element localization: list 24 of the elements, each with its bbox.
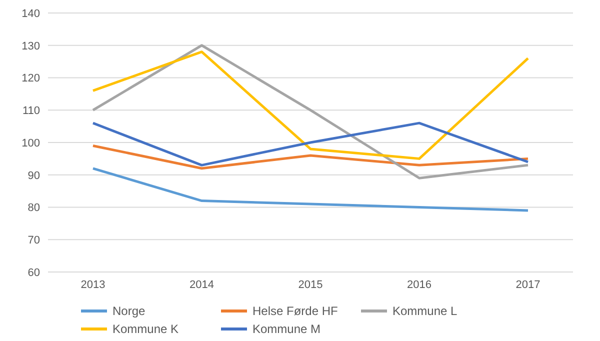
y-tick-label: 70 xyxy=(28,234,40,247)
line-series xyxy=(92,167,530,212)
legend-label: Norge xyxy=(112,304,146,318)
y-tick-label: 120 xyxy=(22,72,40,85)
line-series xyxy=(92,50,530,160)
line-series xyxy=(92,144,530,170)
legend-label: Helse Førde HF xyxy=(252,304,338,318)
y-tick-label: 140 xyxy=(22,8,40,20)
y-tick-label: 60 xyxy=(28,266,40,279)
line-series xyxy=(92,122,530,166)
y-tick-label: 130 xyxy=(22,40,40,52)
x-tick-label: 2016 xyxy=(407,278,432,291)
y-tick-label: 110 xyxy=(22,105,40,118)
x-tick-label: 2014 xyxy=(190,278,214,291)
y-tick-label: 80 xyxy=(28,202,40,214)
y-tick-label: 100 xyxy=(22,137,40,150)
legend-label: Kommune K xyxy=(112,322,179,336)
line-series xyxy=(92,44,530,180)
x-tick-label: 2017 xyxy=(516,278,540,291)
x-tick-label: 2013 xyxy=(80,278,106,291)
legend-label: Kommune M xyxy=(252,322,321,336)
legend-label: Kommune L xyxy=(392,304,458,318)
x-tick-label: 2015 xyxy=(298,278,323,291)
y-tick-label: 90 xyxy=(28,170,40,182)
